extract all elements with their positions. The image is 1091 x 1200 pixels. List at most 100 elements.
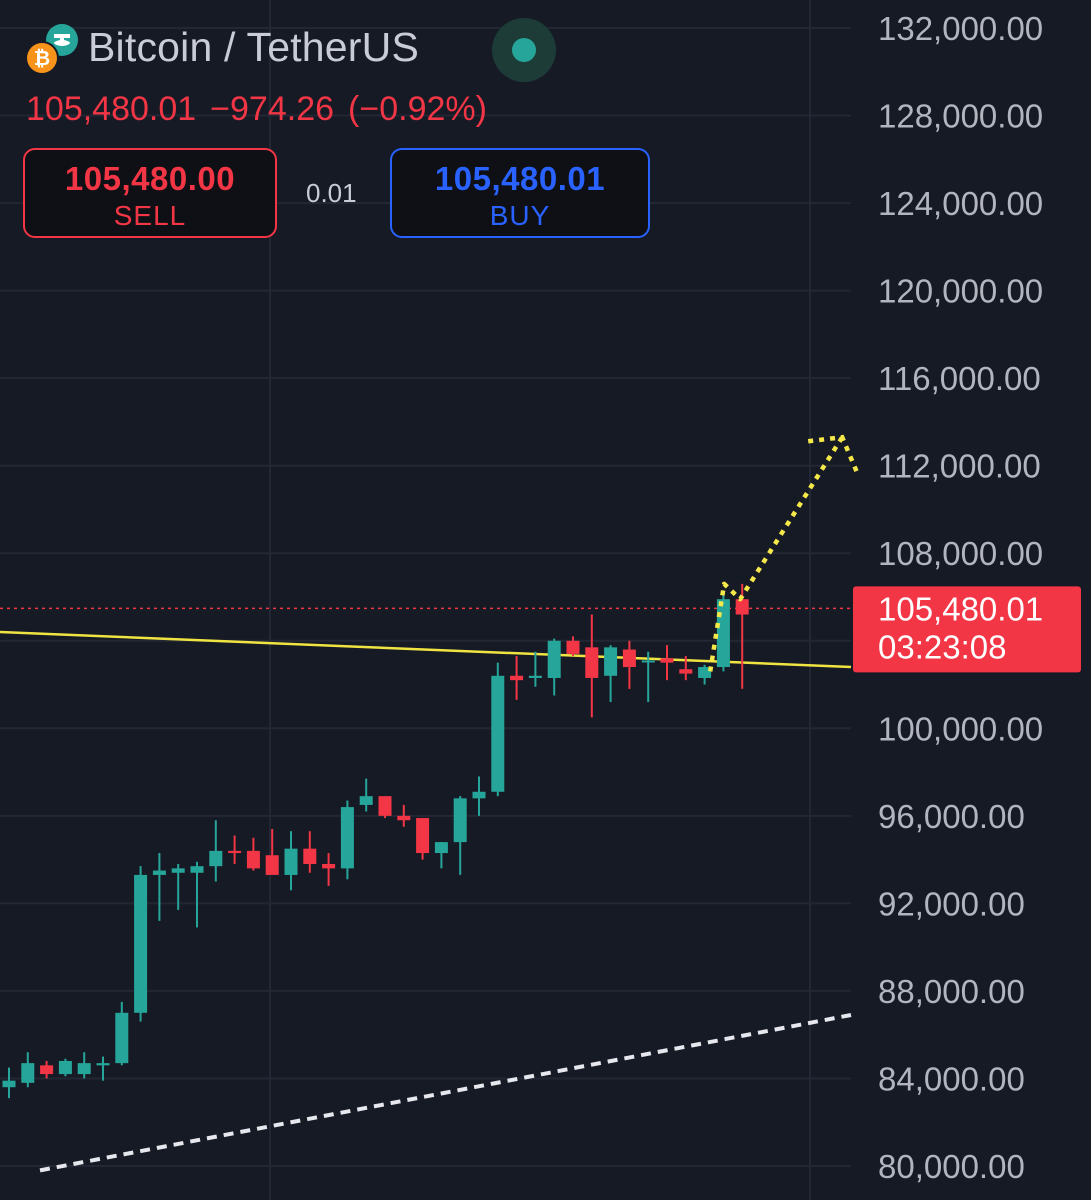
candle-down <box>566 636 580 657</box>
candle-body <box>134 874 148 1013</box>
candle-down <box>303 831 317 873</box>
candle-up <box>190 861 204 928</box>
candle-up <box>152 853 166 921</box>
candle-body <box>716 599 730 668</box>
price-axis-tick: 124,000.00 <box>878 185 1043 222</box>
candle-body <box>58 1060 72 1075</box>
candle-body <box>340 807 354 869</box>
resistance-trendline[interactable] <box>0 630 852 669</box>
bitcoin-icon: ₿ <box>25 41 59 75</box>
candle-up <box>209 820 223 882</box>
candle-body <box>284 848 298 875</box>
market-status-indicator[interactable] <box>492 18 556 82</box>
candle-body <box>40 1065 54 1075</box>
candle-up <box>340 800 354 880</box>
price-axis-tick: 120,000.00 <box>878 273 1043 310</box>
price-axis-tick: 92,000.00 <box>878 885 1025 922</box>
candle-body <box>190 866 204 873</box>
candle-down <box>265 828 279 875</box>
support-trendline[interactable] <box>39 1013 852 1173</box>
candle-body <box>453 798 467 843</box>
candle-up <box>115 1001 129 1066</box>
price-axis-tick: 112,000.00 <box>878 448 1041 485</box>
bitcoin-tether-icon: ₿ <box>25 24 78 75</box>
candle-down <box>510 656 524 700</box>
candle-down <box>660 645 674 681</box>
candle-body <box>378 796 392 816</box>
price-axis-tick: 132,000.00 <box>878 10 1043 47</box>
candle-body <box>528 675 542 678</box>
buy-button[interactable]: 105,480.01 BUY <box>390 148 650 238</box>
quote-line: 105,480.01 −974.26 (−0.92%) <box>26 90 501 129</box>
candle-up <box>698 664 712 685</box>
bar-close-countdown: 03:23:08 <box>878 628 1006 665</box>
spread-value: 0.01 <box>306 178 357 208</box>
candle-up <box>491 662 505 797</box>
candle-body <box>566 640 580 654</box>
candle-up <box>472 776 486 816</box>
candle-down <box>679 656 693 681</box>
price-axis-tick: 100,000.00 <box>878 710 1043 747</box>
candle-down <box>228 835 242 864</box>
candle-up <box>528 651 542 687</box>
symbol-row[interactable]: ₿ Bitcoin / TetherUS <box>22 18 682 82</box>
candle-body <box>359 796 373 805</box>
candle-body <box>547 640 561 678</box>
price-tag-value: 105,480.01 <box>878 590 1043 627</box>
candle-down <box>735 583 749 689</box>
candle-series <box>2 583 749 1099</box>
candle-body <box>622 649 636 668</box>
candle-body <box>265 855 279 875</box>
candle-down <box>378 796 392 819</box>
candle-body <box>209 850 223 867</box>
candle-body <box>171 868 185 873</box>
candle-body <box>491 675 505 792</box>
price-axis-tick: 116,000.00 <box>878 360 1041 397</box>
candle-up <box>21 1052 35 1088</box>
last-price: 105,480.01 <box>26 90 197 128</box>
candle-down <box>585 614 599 718</box>
sell-label: SELL <box>113 200 187 231</box>
candle-body <box>96 1063 110 1066</box>
candle-body <box>510 675 524 681</box>
candle-up <box>284 831 298 891</box>
candle-down <box>40 1060 54 1079</box>
price-axis-tick: 80,000.00 <box>878 1148 1025 1185</box>
candle-body <box>322 863 336 869</box>
candle-down <box>416 818 430 860</box>
candle-down <box>246 837 260 871</box>
svg-text:₿: ₿ <box>34 48 50 70</box>
candle-body <box>641 660 655 663</box>
candle-up <box>453 796 467 875</box>
candle-body <box>585 647 599 678</box>
candle-up <box>96 1056 110 1081</box>
candle-body <box>735 599 749 615</box>
candle-body <box>2 1080 16 1088</box>
buy-price: 105,480.01 <box>434 160 606 197</box>
price-axis[interactable]: 132,000.00 128,000.00 124,000.00 120,000.00… <box>853 10 1081 1185</box>
candle-up <box>641 651 655 703</box>
candle-up <box>547 638 561 696</box>
candle-body <box>77 1063 91 1075</box>
buy-label: BUY <box>489 200 551 231</box>
candle-body <box>397 815 411 821</box>
price-axis-tick: 108,000.00 <box>878 535 1043 572</box>
drawing-layer[interactable] <box>0 607 852 1173</box>
price-tag-background <box>853 586 1081 673</box>
sell-button[interactable]: 105,480.00 SELL <box>23 148 277 238</box>
price-axis-tick: 128,000.00 <box>878 98 1043 135</box>
candle-body <box>604 647 618 676</box>
symbol-title[interactable]: Bitcoin / TetherUS <box>88 24 419 70</box>
symbol-header: ₿ Bitcoin / TetherUS 105,480.01 −974.26 (−… <box>22 18 682 238</box>
candle-body <box>152 870 166 875</box>
candle-up <box>2 1067 16 1099</box>
projection-path[interactable] <box>707 436 845 672</box>
price-change: −974.26 <box>210 90 335 128</box>
candle-body <box>660 658 674 663</box>
projection-arrowhead-icon <box>807 434 861 477</box>
candle-up <box>77 1052 91 1079</box>
candle-up <box>134 866 148 1022</box>
candle-body <box>246 850 260 869</box>
